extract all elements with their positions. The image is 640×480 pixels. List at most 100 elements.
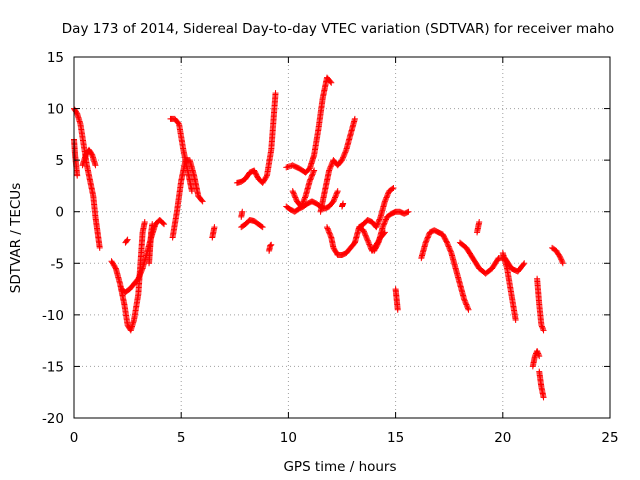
- data-point: [328, 162, 335, 169]
- data-point: [291, 191, 298, 198]
- data-point: [366, 242, 373, 249]
- x-tick-label: 10: [280, 430, 297, 446]
- data-point: [373, 222, 380, 229]
- data-point: [211, 224, 218, 231]
- y-tick-label: 10: [47, 102, 64, 118]
- y-tick-label: -15: [42, 359, 64, 375]
- data-point: [326, 166, 333, 173]
- data-point: [446, 244, 453, 251]
- data-point: [326, 229, 333, 236]
- data-point: [462, 300, 469, 307]
- data-point: [379, 224, 386, 231]
- data-point: [137, 270, 144, 277]
- y-tick-labels: -20 -15 -10 -5 0 5 10 15: [42, 50, 64, 427]
- data-point: [540, 326, 546, 333]
- data-point: [139, 266, 146, 273]
- data-point: [160, 220, 167, 227]
- data-point: [381, 219, 388, 226]
- data-point: [328, 79, 335, 86]
- data-point: [199, 198, 206, 205]
- data-point: [351, 115, 358, 122]
- data-point: [383, 194, 390, 201]
- data-point: [364, 237, 371, 244]
- data-point: [299, 200, 306, 207]
- data-point: [333, 190, 340, 197]
- data-point: [188, 188, 195, 195]
- data-point: [341, 150, 348, 157]
- data-point: [512, 317, 519, 324]
- data-point: [310, 170, 317, 177]
- data-point: [149, 221, 156, 228]
- data-point: [290, 189, 297, 196]
- data-point: [425, 233, 432, 240]
- data-point: [96, 244, 103, 251]
- data-point: [520, 261, 527, 268]
- data-point: [327, 233, 334, 240]
- grid-lines: [74, 57, 610, 418]
- data-point: [308, 172, 315, 179]
- data-point: [404, 209, 411, 216]
- data-point: [289, 188, 296, 195]
- data-point: [424, 234, 431, 241]
- data-point: [423, 238, 430, 245]
- data-point: [326, 230, 333, 237]
- data-point: [332, 194, 339, 201]
- data-point: [539, 324, 546, 331]
- data-point: [161, 221, 168, 228]
- data-point: [340, 200, 347, 207]
- data-point: [302, 194, 309, 201]
- data-point: [136, 273, 143, 280]
- data-point: [389, 185, 396, 192]
- data-point: [425, 231, 432, 238]
- data-point: [447, 248, 454, 255]
- data-point: [382, 197, 389, 204]
- data-point: [384, 193, 391, 200]
- data-point: [239, 208, 246, 215]
- data-point: [521, 260, 528, 267]
- data-point: [323, 224, 330, 231]
- data-point: [290, 190, 297, 197]
- data-point: [362, 231, 369, 238]
- data-point: [365, 240, 372, 247]
- data-point: [461, 297, 468, 304]
- data-point: [136, 271, 143, 278]
- data-point: [272, 90, 279, 97]
- data-point: [324, 225, 331, 232]
- data-point: [375, 219, 382, 226]
- data-point: [198, 197, 205, 204]
- data-point: [394, 306, 401, 313]
- data-point: [360, 227, 367, 234]
- data-point: [326, 167, 333, 174]
- data-point: [135, 275, 142, 282]
- data-point: [298, 202, 305, 209]
- x-tick-label: 15: [387, 430, 404, 446]
- data-point: [138, 269, 144, 276]
- data-point: [306, 177, 313, 184]
- data-point: [124, 236, 131, 243]
- data-point: [535, 351, 542, 358]
- data-point: [259, 224, 266, 231]
- data-point: [558, 256, 565, 263]
- data-point: [340, 154, 347, 161]
- y-tick-label: -10: [42, 308, 64, 324]
- data-point: [381, 220, 388, 227]
- x-tick-label: 5: [177, 430, 186, 446]
- data-point: [292, 195, 299, 202]
- data-point: [298, 203, 305, 210]
- data-point: [267, 242, 274, 249]
- data-point: [330, 198, 337, 205]
- data-point: [307, 176, 314, 183]
- data-point: [364, 236, 371, 243]
- data-point: [540, 327, 547, 334]
- data-point: [382, 216, 389, 223]
- data-point: [374, 221, 381, 228]
- data-point: [310, 168, 317, 175]
- data-point: [268, 241, 275, 248]
- data-point: [362, 232, 369, 239]
- data-point: [463, 301, 470, 308]
- data-point: [446, 246, 453, 253]
- data-point: [339, 157, 345, 164]
- data-point: [381, 198, 388, 205]
- data-point: [141, 219, 148, 226]
